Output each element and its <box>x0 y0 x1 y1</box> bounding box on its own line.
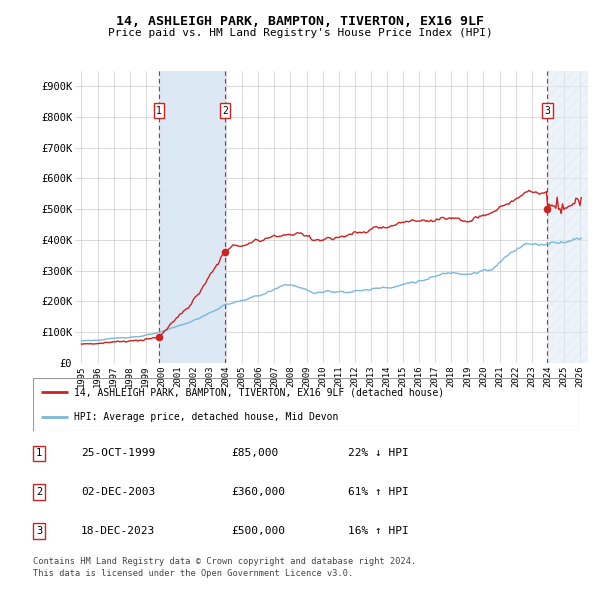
Point <box>220 247 230 257</box>
Text: 3: 3 <box>544 106 550 116</box>
Text: Contains HM Land Registry data © Crown copyright and database right 2024.: Contains HM Land Registry data © Crown c… <box>33 557 416 566</box>
Text: 2: 2 <box>222 106 228 116</box>
Text: HPI: Average price, detached house, Mid Devon: HPI: Average price, detached house, Mid … <box>74 412 338 422</box>
Text: 18-DEC-2023: 18-DEC-2023 <box>81 526 155 536</box>
Point <box>154 332 164 342</box>
Text: Price paid vs. HM Land Registry's House Price Index (HPI): Price paid vs. HM Land Registry's House … <box>107 28 493 38</box>
Text: 16% ↑ HPI: 16% ↑ HPI <box>348 526 409 536</box>
Text: 22% ↓ HPI: 22% ↓ HPI <box>348 448 409 458</box>
Text: £360,000: £360,000 <box>231 487 285 497</box>
Text: 14, ASHLEIGH PARK, BAMPTON, TIVERTON, EX16 9LF: 14, ASHLEIGH PARK, BAMPTON, TIVERTON, EX… <box>116 15 484 28</box>
Text: 25-OCT-1999: 25-OCT-1999 <box>81 448 155 458</box>
Point <box>542 204 552 214</box>
Text: £500,000: £500,000 <box>231 526 285 536</box>
Bar <box>547 71 588 363</box>
Text: 61% ↑ HPI: 61% ↑ HPI <box>348 487 409 497</box>
Text: 02-DEC-2003: 02-DEC-2003 <box>81 487 155 497</box>
Text: £85,000: £85,000 <box>231 448 278 458</box>
Text: 14, ASHLEIGH PARK, BAMPTON, TIVERTON, EX16 9LF (detached house): 14, ASHLEIGH PARK, BAMPTON, TIVERTON, EX… <box>74 388 444 398</box>
Text: 1: 1 <box>156 106 162 116</box>
Text: 1: 1 <box>36 448 42 458</box>
Text: 2: 2 <box>36 487 42 497</box>
Text: This data is licensed under the Open Government Licence v3.0.: This data is licensed under the Open Gov… <box>33 569 353 578</box>
Text: 3: 3 <box>36 526 42 536</box>
Bar <box>159 71 225 363</box>
